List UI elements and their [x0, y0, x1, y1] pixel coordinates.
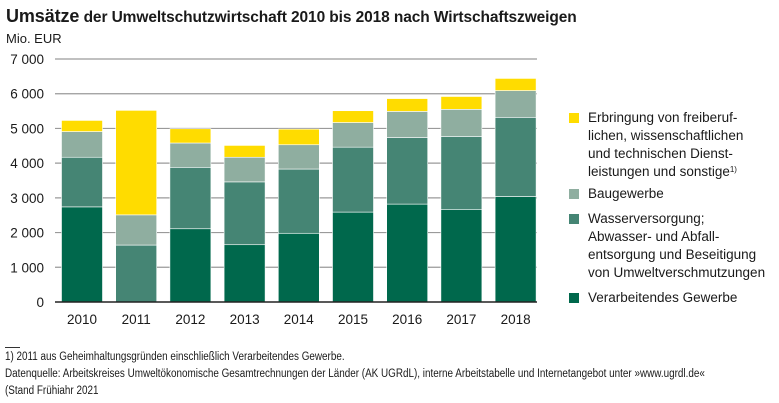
bar-segment — [386, 203, 429, 303]
title-rest: der Umweltschutzwirtschaft 2010 bis 2018… — [83, 9, 577, 26]
bar-segment — [223, 156, 266, 183]
footnote-status: (Stand Frühiahr 2021 — [5, 385, 99, 397]
legend-label-line: Baugewerbe — [588, 186, 664, 201]
y-tick-label: 0 — [36, 295, 44, 310]
y-tick-label: 2 000 — [10, 226, 44, 241]
bar-segment — [494, 117, 537, 197]
bar-segment — [223, 244, 266, 303]
legend-swatch — [569, 293, 579, 303]
y-tick-label: 4 000 — [10, 156, 44, 171]
bar-segment — [61, 120, 103, 132]
bar-segment — [332, 146, 374, 213]
legend-label: Wasserversorgung; Abwasser- und Abfall-en… — [588, 210, 765, 282]
legend-label: Erbringung von freiberuf-lichen, wissens… — [588, 109, 743, 181]
y-tick-label: 5 000 — [10, 121, 44, 136]
bar-segment — [223, 145, 266, 158]
bar-segment — [61, 131, 103, 158]
bar-segment — [277, 128, 320, 146]
x-tick-label: 2014 — [284, 312, 315, 327]
bar-segment — [494, 196, 537, 303]
bar-segment — [277, 232, 320, 303]
bar-segment — [386, 98, 429, 112]
legend-label-line: Verarbeitendes Gewerbe — [588, 290, 738, 305]
bar-segment — [169, 167, 212, 230]
x-tick-label: 2011 — [122, 312, 151, 327]
legend-label-line: entsorgung und Beseitigung — [588, 247, 757, 262]
bar-segment — [332, 211, 374, 303]
x-tick-label: 2012 — [175, 312, 205, 327]
legend-label-line: von Umweltverschmutzungen — [588, 265, 766, 280]
chart-title: Umsätze der Umweltschutzwirtschaft 2010 … — [6, 6, 577, 27]
footnote-marker: 1) — [729, 165, 737, 174]
bar-segment — [61, 156, 103, 208]
bar-segment — [277, 144, 320, 170]
footnote-source: Datenquelle: Arbeitskreises Umweltökonom… — [5, 368, 705, 380]
y-tick-label: 6 000 — [10, 87, 44, 102]
x-tick-label: 2010 — [67, 312, 97, 327]
bar-segment — [169, 142, 212, 168]
bar-segment — [332, 110, 374, 123]
bar-segment — [440, 109, 483, 137]
legend-label-line: leistungen und sonstige1) — [588, 164, 737, 179]
y-axis-unit: Mio. EUR — [6, 31, 62, 46]
bar-segment — [440, 96, 483, 110]
x-tick-label: 2016 — [392, 312, 422, 327]
bar-segment — [440, 136, 483, 210]
x-tick-label: 2015 — [338, 312, 368, 327]
bar-segment — [494, 90, 537, 118]
bar-segment — [386, 111, 429, 138]
legend-label-line: lichen, wissenschaftlichen — [588, 128, 744, 143]
bar-segment — [386, 137, 429, 205]
x-tick-label: 2013 — [230, 312, 260, 327]
bar-segment — [223, 181, 266, 246]
y-tick-label: 7 000 — [10, 52, 44, 67]
legend-label-line: Abwasser- und Abfall- — [588, 229, 720, 244]
bar-segment — [115, 214, 157, 246]
bar-segment — [115, 110, 157, 216]
legend-label: Verarbeitendes Gewerbe — [588, 289, 737, 307]
bar-segment — [169, 228, 212, 303]
footnote-divider — [5, 347, 20, 348]
legend-swatch — [569, 189, 579, 199]
bar-segment — [494, 78, 537, 91]
bar-segment — [169, 128, 212, 144]
legend-label-line: und technischen Dienst- — [588, 146, 733, 161]
y-tick-label: 3 000 — [10, 191, 44, 206]
footnote-1: 1) 2011 aus Geheimhaltungsgründen einsch… — [5, 351, 345, 363]
x-tick-label: 2017 — [446, 312, 476, 327]
bar-segment — [115, 244, 157, 303]
x-tick-label: 2018 — [501, 312, 531, 327]
bar-segment — [61, 206, 103, 303]
legend-label-line: Erbringung von freiberuf- — [588, 110, 738, 125]
y-tick-label: 1 000 — [10, 260, 44, 275]
title-bold: Umsätze — [6, 6, 80, 26]
legend-label-line: Wasserversorgung; — [588, 211, 705, 226]
legend-swatch — [569, 214, 579, 224]
bar-segment — [277, 168, 320, 234]
legend-label: Baugewerbe — [588, 185, 664, 203]
legend-swatch — [569, 113, 579, 123]
bar-segment — [332, 122, 374, 148]
bar-segment — [440, 209, 483, 303]
